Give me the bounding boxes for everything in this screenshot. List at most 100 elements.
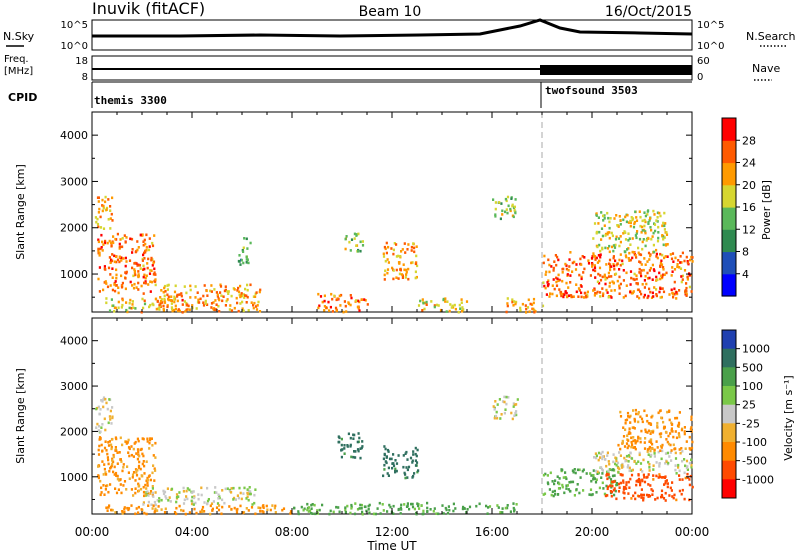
data-cell — [151, 444, 154, 447]
colorbar-swatch — [722, 273, 736, 297]
data-cell — [344, 304, 347, 308]
data-cell — [219, 285, 223, 288]
data-cell — [511, 417, 514, 421]
data-cell — [426, 510, 429, 513]
data-cell — [195, 307, 198, 310]
data-cell — [638, 451, 641, 455]
data-cell — [98, 251, 101, 255]
colorbar-swatch — [722, 118, 736, 141]
data-cell — [475, 504, 478, 508]
data-cell — [622, 279, 625, 282]
data-cell — [514, 198, 517, 201]
data-cell — [661, 224, 664, 228]
data-cell — [632, 426, 635, 429]
data-cell — [663, 476, 666, 479]
data-cell — [253, 493, 256, 497]
data-cell — [573, 260, 576, 264]
data-cell — [650, 488, 653, 491]
data-cell — [582, 271, 585, 274]
data-cell — [617, 490, 621, 493]
data-cell — [103, 467, 106, 471]
data-cell — [411, 459, 414, 463]
data-cell — [549, 471, 552, 475]
data-cell — [661, 253, 664, 257]
data-cell — [175, 506, 178, 510]
data-cell — [138, 484, 141, 487]
data-cell — [199, 510, 202, 514]
data-cell — [106, 452, 109, 456]
data-cell — [143, 472, 146, 475]
data-cell — [548, 295, 551, 298]
colorbar-swatch — [722, 386, 736, 406]
data-cell — [125, 236, 128, 239]
data-cell — [509, 207, 512, 211]
data-cell — [667, 434, 670, 438]
data-cell — [636, 439, 639, 443]
data-cell — [239, 491, 242, 495]
data-cell — [167, 298, 170, 301]
data-cell — [583, 256, 586, 259]
data-cell — [115, 268, 118, 272]
data-cell — [136, 264, 139, 267]
data-cell — [619, 240, 622, 244]
data-cell — [164, 507, 167, 511]
data-cell — [569, 281, 572, 284]
data-cell — [224, 304, 227, 307]
data-cell — [668, 293, 671, 296]
data-cell — [641, 229, 644, 232]
data-cell — [670, 459, 673, 462]
data-cell — [452, 306, 455, 309]
data-cell — [185, 495, 188, 498]
data-cell — [254, 512, 257, 516]
data-cell — [433, 305, 436, 309]
data-cell — [168, 298, 171, 302]
data-cell — [104, 488, 107, 491]
data-cell — [616, 262, 619, 266]
data-cell — [246, 488, 249, 491]
colorbar-frame — [721, 329, 737, 499]
data-cell — [130, 237, 134, 241]
data-cell — [205, 289, 208, 293]
data-cell — [544, 286, 547, 290]
data-cell — [109, 261, 112, 264]
data-cell — [118, 260, 121, 264]
data-cell — [210, 290, 213, 293]
data-cell — [680, 447, 683, 450]
data-cell — [610, 289, 613, 292]
x-tick-label: 08:00 — [275, 525, 310, 539]
data-cell — [422, 301, 425, 305]
data-cell — [389, 505, 392, 509]
data-cell — [585, 472, 588, 475]
data-cell — [679, 261, 682, 264]
nsearch-tick-top: 10^5 — [697, 20, 724, 31]
data-cell — [151, 471, 154, 475]
data-cell — [242, 293, 245, 296]
data-cell — [599, 253, 602, 256]
data-cell — [569, 490, 572, 493]
data-cell — [634, 408, 637, 412]
data-cell — [395, 255, 398, 258]
data-cell — [675, 472, 678, 475]
data-cell — [105, 208, 108, 211]
data-cell — [189, 284, 192, 288]
data-cell — [360, 446, 363, 450]
data-cell — [138, 264, 141, 267]
data-cell — [631, 250, 634, 254]
data-cell — [141, 259, 144, 262]
data-cell — [676, 263, 679, 266]
data-cell — [631, 217, 635, 220]
data-cell — [352, 455, 355, 459]
data-cell — [101, 198, 104, 202]
data-cell — [651, 447, 654, 450]
data-cell — [644, 244, 647, 248]
data-cell — [532, 297, 536, 301]
data-cell — [340, 455, 343, 459]
data-cell — [460, 310, 464, 313]
data-cell — [181, 311, 184, 314]
data-cell — [622, 232, 625, 235]
data-cell — [307, 506, 310, 509]
data-cell — [630, 473, 634, 477]
